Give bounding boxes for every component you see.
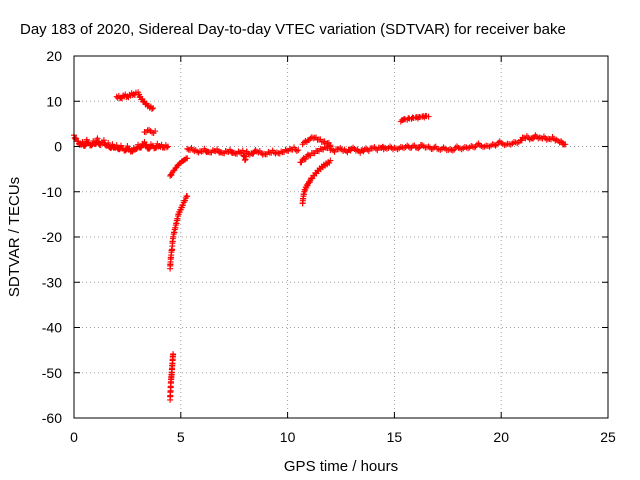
- y-tick-label: -40: [42, 320, 62, 336]
- data-point: [273, 149, 280, 156]
- data-point: [282, 146, 289, 153]
- series: [297, 142, 334, 166]
- series: [141, 126, 159, 136]
- series: [167, 351, 177, 403]
- data-point: [265, 148, 272, 155]
- data-point: [286, 145, 293, 152]
- grid: [74, 56, 608, 418]
- data-point: [205, 148, 212, 155]
- data-point: [170, 351, 177, 358]
- series: [299, 134, 334, 149]
- series: [184, 144, 302, 164]
- data-point: [303, 181, 310, 188]
- x-tick-label: 15: [387, 429, 403, 445]
- data-point: [143, 142, 150, 149]
- y-tick-label: -60: [42, 410, 62, 426]
- y-tick-label: -20: [42, 229, 62, 245]
- data-point: [431, 144, 438, 151]
- data-point: [323, 140, 330, 147]
- data-point: [182, 197, 189, 204]
- y-tick-label: -30: [42, 274, 62, 290]
- data-point: [71, 134, 78, 141]
- data-point: [218, 149, 225, 156]
- series: [299, 157, 334, 207]
- data-point: [163, 144, 170, 151]
- data-point: [409, 143, 416, 150]
- x-tick-label: 0: [70, 429, 78, 445]
- data-point: [387, 143, 394, 150]
- data-point: [302, 155, 309, 162]
- y-tick-label: 0: [54, 139, 62, 155]
- x-tick-label: 10: [280, 429, 296, 445]
- data-point: [364, 146, 371, 153]
- data-point: [209, 147, 216, 154]
- data-point: [365, 148, 372, 155]
- data-point: [83, 136, 90, 143]
- y-tick-label: -50: [42, 365, 62, 381]
- data-point: [553, 136, 560, 143]
- data-point: [471, 144, 478, 151]
- data-point: [293, 147, 300, 154]
- x-tick-label: 5: [177, 429, 185, 445]
- data-point: [327, 157, 334, 164]
- y-tick-label: 10: [46, 93, 62, 109]
- data-point: [142, 141, 149, 148]
- series: [71, 132, 171, 155]
- series: [397, 112, 432, 125]
- data-point: [562, 141, 569, 148]
- series: [327, 143, 387, 156]
- data-point: [235, 148, 242, 155]
- data-point: [449, 147, 456, 154]
- data-point: [141, 138, 148, 145]
- data-point: [425, 113, 432, 120]
- x-axis-ticks: 0 5 10 15 20 25: [70, 56, 616, 445]
- series: [167, 193, 191, 272]
- series: [113, 89, 157, 112]
- data-point: [152, 128, 159, 135]
- data-point: [278, 148, 285, 155]
- x-axis-label: GPS time / hours: [284, 458, 398, 475]
- y-tick-label: 20: [46, 48, 62, 64]
- data-point: [137, 144, 144, 151]
- data-point: [75, 138, 82, 145]
- y-tick-label: -10: [42, 184, 62, 200]
- data-points: [71, 89, 569, 403]
- data-point: [372, 145, 379, 152]
- data-point: [414, 144, 421, 151]
- data-point: [184, 145, 191, 152]
- series: [167, 155, 191, 179]
- data-point: [164, 143, 171, 150]
- data-point: [415, 145, 422, 152]
- data-point: [331, 148, 338, 155]
- data-point: [150, 105, 157, 112]
- data-point: [253, 148, 260, 155]
- data-point: [109, 141, 116, 148]
- data-point: [352, 147, 359, 154]
- x-tick-label: 20: [493, 429, 509, 445]
- data-point: [184, 155, 191, 162]
- data-point: [330, 147, 337, 154]
- data-point: [222, 148, 229, 155]
- data-point: [492, 142, 499, 149]
- data-point: [231, 149, 238, 156]
- data-point: [125, 145, 132, 152]
- series: [380, 132, 569, 154]
- data-point: [179, 202, 186, 209]
- x-tick-label: 25: [600, 429, 616, 445]
- data-point: [321, 144, 328, 151]
- data-point: [84, 139, 91, 146]
- y-axis-label: SDTVAR / TECUs: [6, 177, 23, 297]
- chart-title: Day 183 of 2020, Sidereal Day-to-day VTE…: [20, 21, 566, 38]
- y-axis-ticks: 20 10 0 -10 -20 -30 -40 -50 -60: [42, 48, 608, 426]
- data-point: [148, 105, 155, 112]
- data-point: [184, 193, 191, 200]
- data-point: [124, 143, 131, 150]
- data-point: [310, 135, 317, 142]
- data-point: [295, 147, 302, 154]
- data-point: [261, 150, 268, 157]
